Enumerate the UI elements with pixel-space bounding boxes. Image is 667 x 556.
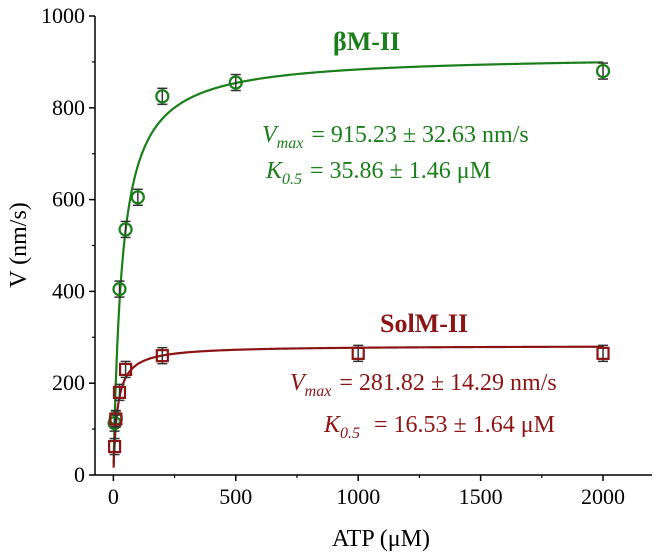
series-label-solm2: SolM-II [380,309,468,338]
bm2-vmax-annotation: Vmax = 915.23 ± 32.63 nm/s [262,122,529,152]
circle-marker [595,63,611,79]
data-point-solm2 [107,437,122,456]
solm2-vmax-symbol: V [290,370,307,396]
solm2-vmax-value: = 281.82 ± 14.29 nm/s [339,370,556,396]
y-tick-label: 0 [74,462,85,487]
fit-curve-1 [112,345,604,468]
circle-marker [228,75,243,90]
data-point-solm2 [596,344,610,363]
y-tick-label: 800 [52,95,85,120]
square-marker [596,346,610,360]
data-point-solm2 [119,360,133,379]
bm2-k-value: = 35.86 ± 1.46 μM [310,158,491,184]
data-point-bm2 [112,280,127,298]
data-point-solm2 [112,383,127,402]
square-marker [112,385,127,399]
y-tick-label: 400 [52,278,85,303]
bm2-vmax-value: = 915.23 ± 32.63 nm/s [311,122,528,148]
y-tick-label: 600 [52,187,85,212]
y-tick-label: 1000 [41,3,85,28]
bm2-vmax-symbol: V [262,122,279,148]
square-marker [351,346,365,360]
x-tick-label: 1500 [459,484,503,509]
solm2-vmax-annotation: Vmax = 281.82 ± 14.29 nm/s [290,370,557,400]
bm2-k-symbol: K [265,158,284,184]
circle-marker [130,190,145,205]
solm2-vmax-subscript: max [305,383,332,400]
square-marker [119,362,133,377]
y-axis-title: V (nm/s) [6,202,32,288]
data-point-bm2 [155,87,170,106]
square-marker [109,412,123,426]
data-point-bm2 [118,220,133,239]
series-label-bm2: βM-II [333,27,400,56]
y-tick-label: 200 [52,370,85,395]
data-point-solm2 [351,344,365,363]
circle-marker [112,282,127,297]
bm2-k-subscript: 0.5 [282,171,302,188]
x-tick-label: 500 [219,484,252,509]
bm2-vmax-subscript: max [277,135,304,152]
square-marker [107,439,122,454]
solm2-k-annotation: K0.5 = 16.53 ± 1.64 μM [323,412,555,442]
data-point-bm2 [228,73,243,92]
x-axis-title: ATP (μM) [332,526,430,552]
bm2-k-annotation: K0.5 = 35.86 ± 1.46 μM [265,158,491,188]
circle-marker [155,89,170,104]
x-tick-label: 2000 [581,484,625,509]
circle-marker [118,222,133,237]
solm2-k-symbol: K [323,412,342,438]
data-point-bm2 [130,188,145,207]
x-tick-label: 0 [108,484,119,509]
x-tick-label: 1000 [336,484,380,509]
solm2-k-subscript: 0.5 [340,425,360,442]
data-point-bm2 [595,62,611,80]
data-point-solm2 [155,346,169,365]
data-point-solm2 [109,410,123,428]
solm2-k-value: = 16.53 ± 1.64 μM [374,412,555,438]
square-marker [155,349,169,363]
